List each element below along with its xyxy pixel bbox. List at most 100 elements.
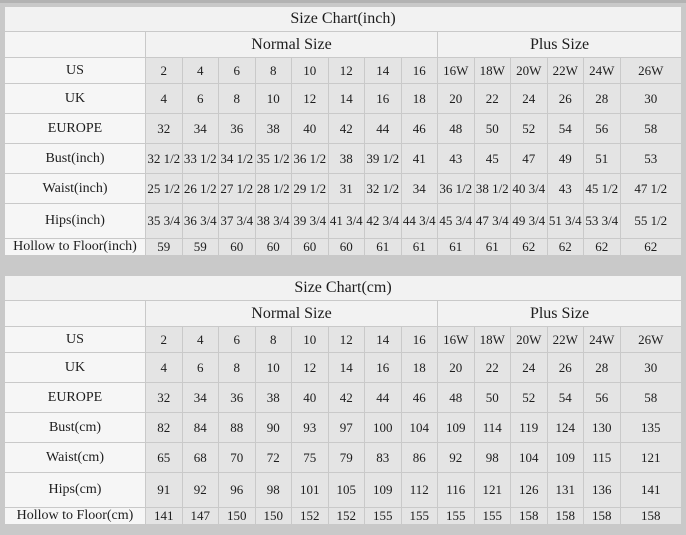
size-value-cell: 152 [291,507,329,525]
size-value-cell: 16W [437,326,475,353]
size-value-cell: 8 [254,57,292,84]
table-row: UK 4 6 8 10 12 14 16 18 20 22 24 26 28 30 [4,352,682,383]
size-value-cell: 24 [510,83,548,114]
size-value-cell: 131 [546,472,584,508]
size-value-cell: 32 [145,382,183,413]
table-title: Size Chart(cm) [4,275,682,301]
size-value-cell: 4 [181,326,219,353]
size-value-cell: 155 [437,507,475,525]
row-label: US [4,57,146,84]
size-value-cell: 61 [364,238,402,256]
size-value-cell: 86 [400,442,438,473]
size-value-cell: 59 [181,238,219,256]
size-value-cell: 45 1/2 [583,173,621,204]
size-value-cell: 42 [327,382,365,413]
size-value-cell: 50 [473,382,511,413]
size-value-cell: 18 [400,83,438,114]
row-label: UK [4,352,146,383]
size-value-cell: 56 [583,113,621,144]
table-title-row: Size Chart(cm) [4,275,682,301]
size-value-cell: 2 [145,57,183,84]
table-row: Hollow to Floor(inch) 59 59 60 60 60 60 61 61 61 6… [4,238,682,256]
size-value-cell: 79 [327,442,365,473]
size-value-cell: 46 [400,382,438,413]
size-value-cell: 93 [291,412,329,443]
size-value-cell: 6 [218,326,256,353]
size-value-cell: 38 [254,113,292,144]
size-value-cell: 42 [327,113,365,144]
size-value-cell: 22W [546,57,584,84]
table-row: Bust(inch) 32 1/2 33 1/2 34 1/2 35 1/2 36 1/2… [4,143,682,174]
size-value-cell: 97 [327,412,365,443]
size-value-cell: 32 1/2 [145,143,183,174]
size-value-cell: 28 1/2 [254,173,292,204]
size-value-cell: 72 [254,442,292,473]
size-value-cell: 53 [619,143,682,174]
size-value-cell: 51 3/4 [546,203,584,239]
size-value-cell: 38 1/2 [473,173,511,204]
size-value-cell: 109 [546,442,584,473]
size-value-cell: 34 [181,113,219,144]
size-value-cell: 24 [510,352,548,383]
size-value-cell: 14 [364,326,402,353]
size-value-cell: 44 [364,113,402,144]
size-chart-cm-table: Size Chart(cm) Normal Size Plus Size US 2 4 6 8… [4,275,682,525]
size-value-cell: 26 [546,352,584,383]
size-value-cell: 130 [583,412,621,443]
size-value-cell: 150 [218,507,256,525]
size-value-cell: 6 [181,83,219,114]
size-value-cell: 6 [181,352,219,383]
size-value-cell: 100 [364,412,402,443]
size-value-cell: 147 [181,507,219,525]
size-value-cell: 32 1/2 [364,173,402,204]
size-value-cell: 28 [583,352,621,383]
size-value-cell: 92 [181,472,219,508]
size-value-cell: 114 [473,412,511,443]
table-row: Waist(cm) 65 68 70 72 75 79 83 86 92 98 104 109 115 12… [4,442,682,473]
size-value-cell: 24W [583,57,621,84]
size-value-cell: 101 [291,472,329,508]
row-label: Hips(inch) [4,203,146,239]
size-value-cell: 158 [510,507,548,525]
size-value-cell: 49 3/4 [510,203,548,239]
size-value-cell: 41 3/4 [327,203,365,239]
size-value-cell: 155 [473,507,511,525]
size-value-cell: 152 [327,507,365,525]
table-row: Bust(cm) 82 84 88 90 93 97 100 104 109 114 119 124 13… [4,412,682,443]
size-value-cell: 61 [437,238,475,256]
size-value-cell: 68 [181,442,219,473]
table-title: Size Chart(inch) [4,6,682,32]
size-group-header-row: Normal Size Plus Size [4,300,682,327]
size-value-cell: 48 [437,113,475,144]
size-value-cell: 155 [400,507,438,525]
size-value-cell: 2 [145,326,183,353]
size-value-cell: 61 [473,238,511,256]
size-value-cell: 58 [619,113,682,144]
size-value-cell: 28 [583,83,621,114]
size-value-cell: 62 [619,238,682,256]
size-value-cell: 42 3/4 [364,203,402,239]
table-row: Hips(inch) 35 3/4 36 3/4 37 3/4 38 3/4 39 3/4… [4,203,682,239]
size-value-cell: 38 3/4 [254,203,292,239]
size-value-cell: 12 [327,57,365,84]
label-column-spacer [4,300,146,327]
size-value-cell: 20 [437,83,475,114]
size-value-cell: 55 1/2 [619,203,682,239]
size-value-cell: 98 [254,472,292,508]
size-value-cell: 26 [546,83,584,114]
size-value-cell: 49 [546,143,584,174]
size-value-cell: 46 [400,113,438,144]
size-value-cell: 41 [400,143,438,174]
size-value-cell: 62 [510,238,548,256]
size-value-cell: 54 [546,382,584,413]
size-value-cell: 14 [327,352,365,383]
size-value-cell: 119 [510,412,548,443]
size-value-cell: 45 [473,143,511,174]
size-value-cell: 43 [546,173,584,204]
size-value-cell: 104 [400,412,438,443]
size-value-cell: 39 3/4 [291,203,329,239]
size-value-cell: 44 3/4 [400,203,438,239]
size-value-cell: 62 [546,238,584,256]
size-value-cell: 6 [218,57,256,84]
size-value-cell: 82 [145,412,183,443]
